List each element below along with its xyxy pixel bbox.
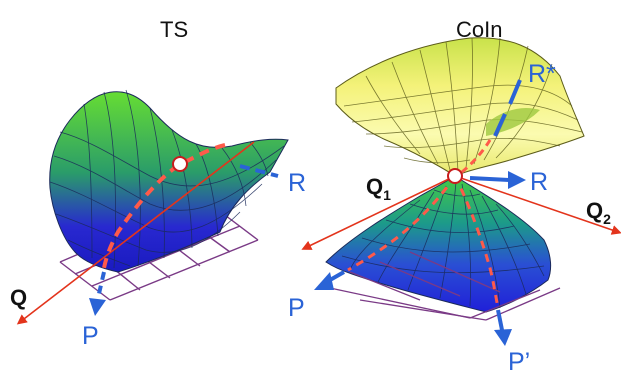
coin-q2-axis bbox=[454, 175, 621, 235]
ts-point bbox=[172, 156, 188, 172]
coin-q1-axis bbox=[301, 175, 456, 250]
coin-label-p-prime: P’ bbox=[508, 348, 530, 374]
coin-label-p: P bbox=[288, 294, 305, 322]
coin-p-arrow bbox=[329, 270, 345, 282]
ts-q-axis bbox=[16, 141, 255, 325]
lower-cone-surface bbox=[325, 175, 552, 313]
coin-path-to-p-prime bbox=[453, 175, 500, 309]
ts-label-p: P bbox=[82, 322, 99, 350]
coin-point bbox=[447, 168, 463, 184]
coin-label-r-star: R* bbox=[528, 60, 556, 88]
ts-p-arrowhead bbox=[89, 298, 106, 316]
ts-label-r: R bbox=[288, 169, 306, 197]
ts-reaction-path bbox=[102, 143, 226, 269]
coin-path-to-p bbox=[347, 175, 457, 272]
ts-p-arrow bbox=[96, 271, 106, 299]
coin-label-q2-main: Q bbox=[586, 198, 603, 223]
coin-panel: CoIn bbox=[288, 17, 621, 374]
coin-label-q2: Q2 bbox=[586, 198, 611, 227]
coin-p-prime-arrow bbox=[496, 309, 504, 331]
coin-ground-grid bbox=[329, 251, 561, 321]
ts-label-q: Q bbox=[10, 285, 27, 310]
coin-r-arrow bbox=[469, 176, 511, 182]
coin-label-q1-sub: 1 bbox=[383, 187, 391, 203]
coin-label-q2-sub: 2 bbox=[603, 211, 611, 227]
coin-r-star-arrow bbox=[493, 79, 522, 137]
coin-p-arrowhead bbox=[314, 272, 334, 290]
ts-title: TS bbox=[160, 17, 188, 42]
coin-label-q1-main: Q bbox=[366, 174, 383, 199]
coin-upper-path bbox=[461, 139, 492, 174]
ts-panel: TS bbox=[10, 17, 306, 350]
coin-r-arrowhead bbox=[508, 171, 526, 189]
coin-label-r: R bbox=[530, 168, 548, 196]
coin-p-prime-arrowhead bbox=[494, 329, 512, 346]
ts-r-arrow bbox=[239, 164, 279, 178]
coin-label-q1: Q1 bbox=[366, 174, 391, 203]
upper-cone-surface bbox=[335, 37, 585, 177]
ts-saddle-surface bbox=[49, 89, 289, 273]
